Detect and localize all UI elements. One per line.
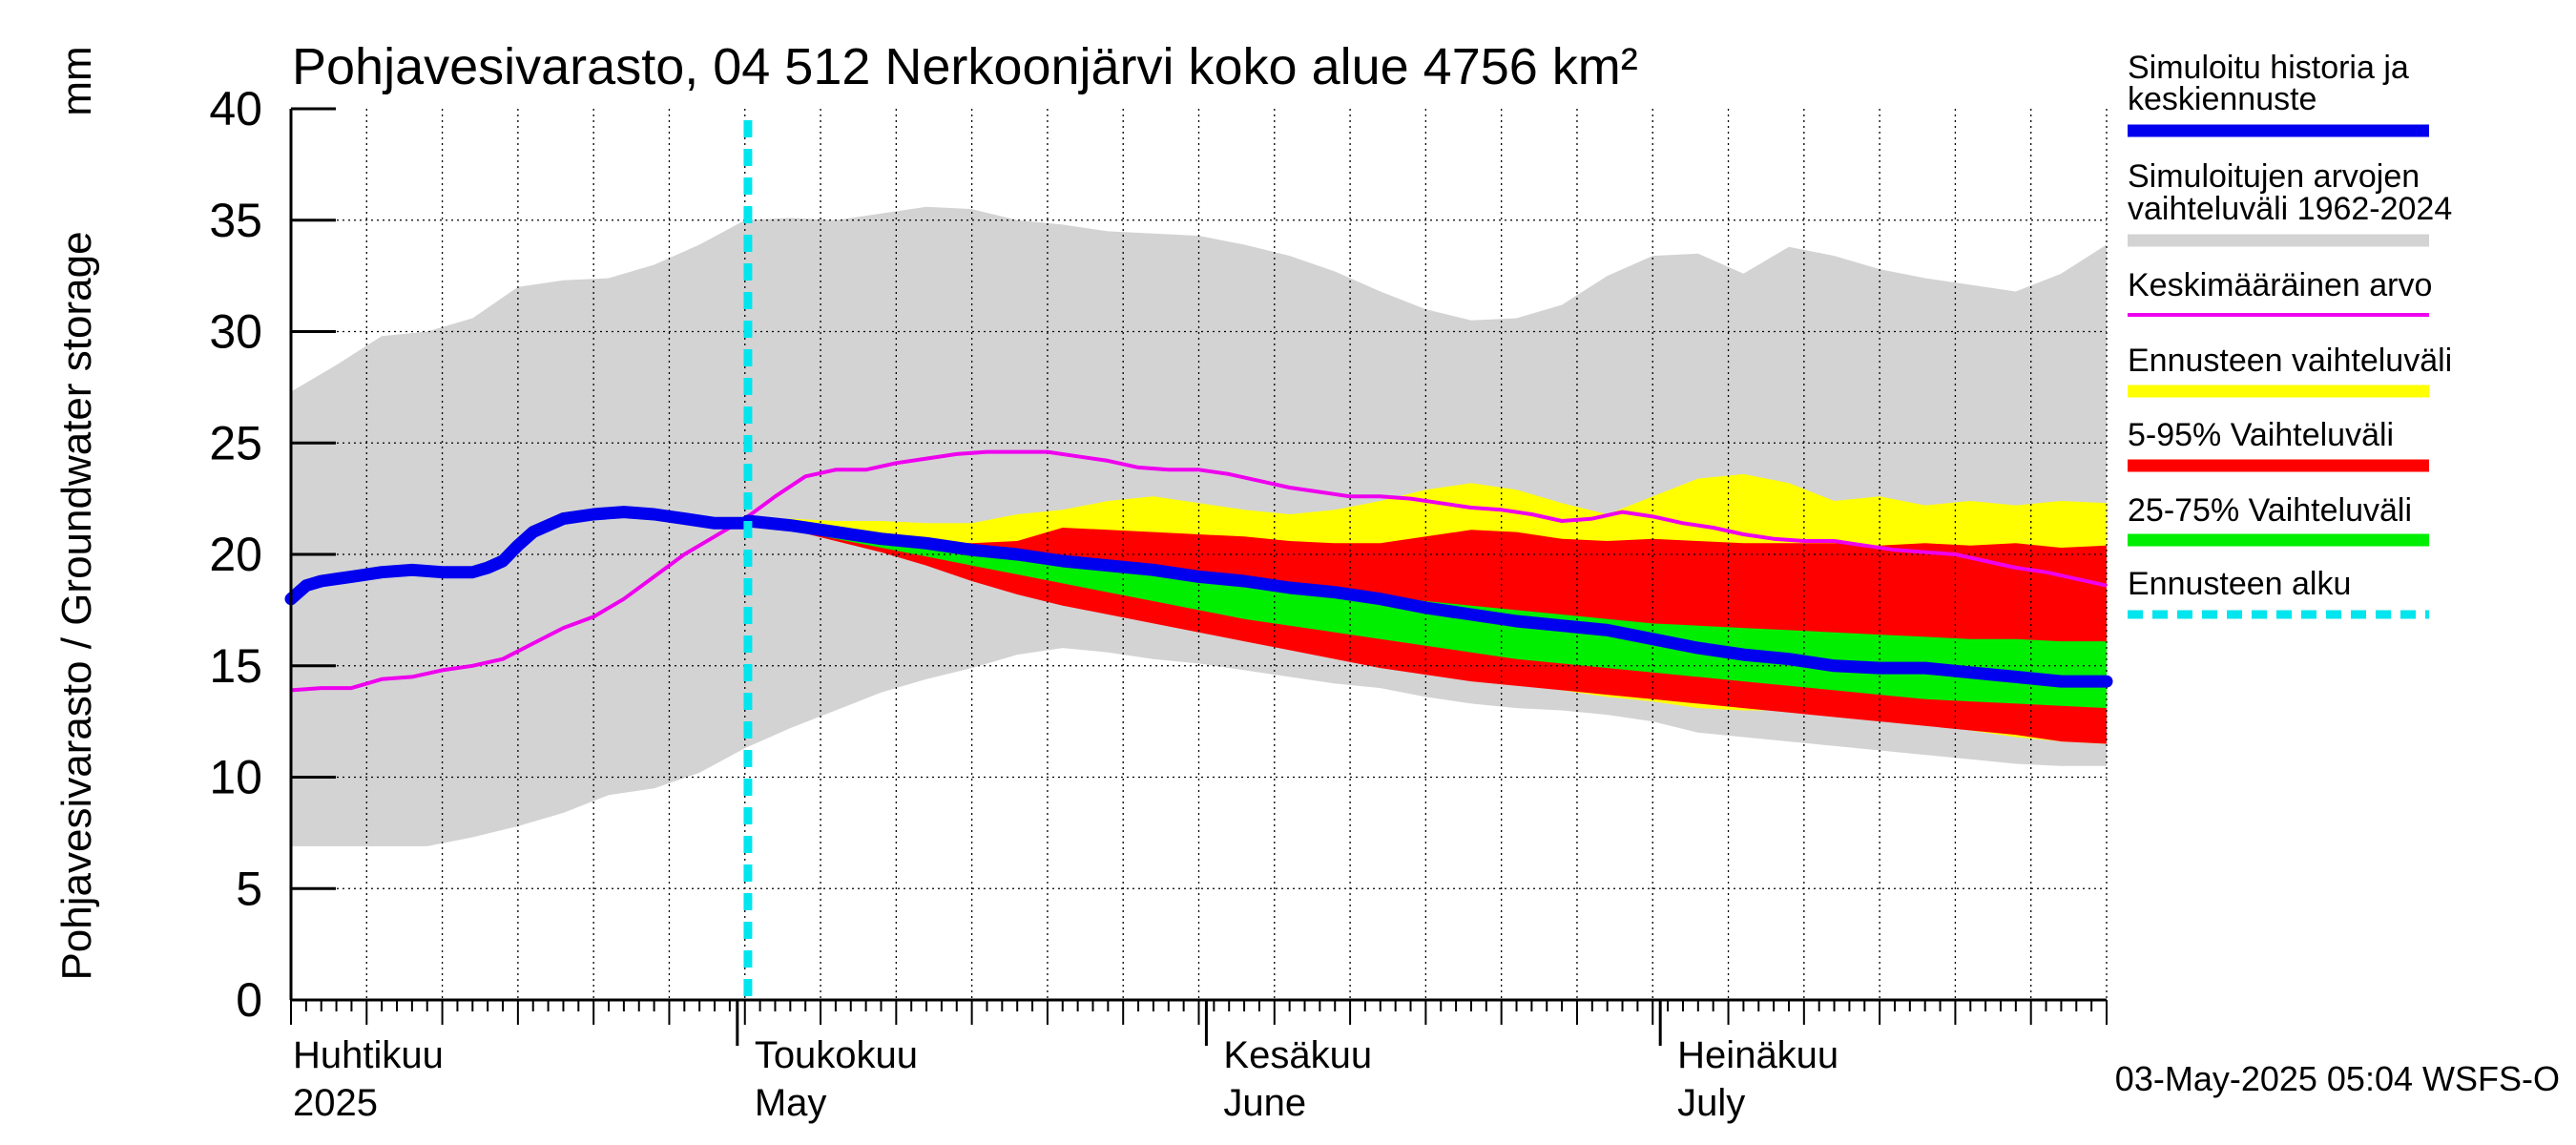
legend-label-forecast_range: Ennusteen vaihteluväli: [2128, 343, 2452, 379]
y-tick-label: 30: [209, 305, 262, 359]
mean-line: [290, 449, 2108, 693]
month-label-fi: Heinäkuu: [1677, 1034, 1839, 1076]
chart-title: Pohjavesivarasto, 04 512 Nerkoonjärvi ko…: [292, 38, 1638, 95]
legend-label-history_range: vaihteluväli 1962-2024: [2128, 191, 2452, 227]
plot-area: 0510152025303540Huhtikuu2025ToukokuuMayK…: [209, 82, 2113, 1124]
y-tick-label: 5: [236, 862, 262, 915]
median-line: [284, 506, 2113, 688]
y-axis-unit: mm: [53, 46, 100, 115]
y-tick-label: 35: [209, 194, 262, 247]
y-tick-label: 15: [209, 639, 262, 693]
timestamp: 03-May-2025 05:04 WSFS-O: [2115, 1059, 2560, 1098]
month-label-fi: Kesäkuu: [1223, 1034, 1372, 1076]
y-tick-label: 10: [209, 751, 262, 804]
legend-label-p5_95: 5-95% Vaihteluväli: [2128, 417, 2394, 453]
y-tick-label: 0: [236, 973, 262, 1027]
month-label-en: 2025: [293, 1082, 378, 1124]
month-label-en: May: [755, 1082, 827, 1124]
y-tick-label: 40: [209, 82, 262, 135]
y-axis-label: Pohjavesivarasto / Groundwater storage: [53, 231, 100, 980]
legend-label-history_range: Simuloitujen arvojen: [2128, 158, 2420, 195]
legend-label-median: keskiennuste: [2128, 81, 2316, 117]
legend-label-p25_75: 25-75% Vaihteluväli: [2128, 492, 2412, 529]
month-label-en: July: [1677, 1082, 1745, 1124]
month-label-fi: Huhtikuu: [293, 1034, 444, 1076]
month-label-fi: Toukokuu: [755, 1034, 918, 1076]
y-tick-label: 20: [209, 528, 262, 581]
y-tick-label: 25: [209, 416, 262, 469]
axes-layer: 0510152025303540Huhtikuu2025ToukokuuMayK…: [209, 82, 2108, 1124]
lines-layer: [284, 120, 2113, 1000]
legend-label-mean: Keskimääräinen arvo: [2128, 267, 2432, 303]
month-label-en: June: [1223, 1082, 1306, 1124]
legend-label-median: Simuloitu historia ja: [2128, 50, 2409, 86]
legend-label-forecast_start: Ennusteen alku: [2128, 566, 2351, 602]
